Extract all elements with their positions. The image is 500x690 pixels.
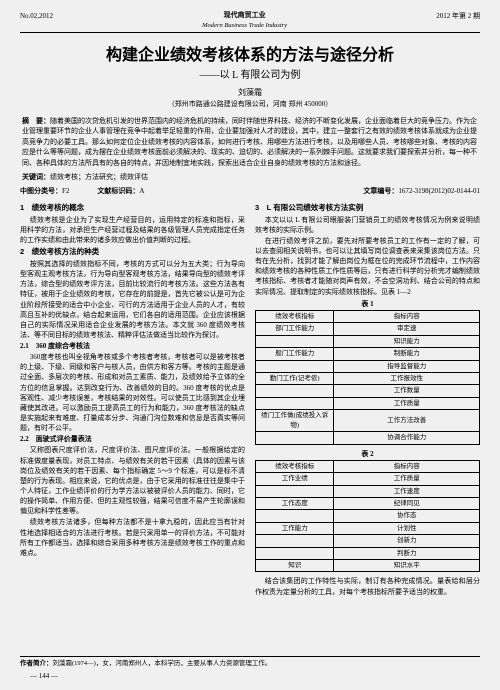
section-2-1-text: 360度考核也叫全视角考核或多个考核者考核，考核者可以是被考核者的上级、下级、同… [20, 352, 245, 433]
article-title: 构建企业绩效考核体系的方法与途径分析 [20, 45, 480, 67]
table-cell [256, 432, 334, 444]
section-2-2-text-2: 绩效考核方法诸多，但每种方法都不是十拿九稳的，因此应当有针对性地选择相适合的方法… [20, 517, 245, 558]
table-2-caption: 表 2 [255, 449, 480, 459]
table-cell: 工作业绩 [256, 473, 334, 485]
section-3-heading: 3 L 有限公司绩效考核方法实例 [255, 203, 480, 214]
section-2-heading: 2 绩效考核方法的种类 [20, 247, 245, 258]
abstract-label: 摘 要： [22, 117, 50, 125]
table-cell: 工作数量 [334, 385, 480, 397]
table-cell: 知识 [256, 560, 334, 572]
author-bio: 作者简介：刘藻霜(1974—)，女，河南郑州人，本科学历，主要从事人力资源管理工… [20, 656, 480, 668]
section-2-text: 按照其选择的绩效指标不同，考核的方式可以分为五大类；行为导向型客观主观考核方法，… [20, 259, 245, 340]
table-cell: 绩效考核指标 [256, 460, 334, 472]
table-cell: 勤门工作(记考侬) [256, 373, 334, 385]
table-cell: 计划性 [334, 522, 480, 534]
table-cell: 部门工作能力 [256, 323, 334, 335]
table-cell [256, 510, 334, 522]
table-cell: 工作态度 [256, 497, 334, 509]
table-cell: 审定速 [334, 323, 480, 335]
table-cell: 指标内容 [334, 310, 480, 322]
section-1-text: 绩效考核是企业为了实现生产经营目的，运用特定的标准和指标，采用科学的方法，对承担… [20, 215, 245, 245]
table-1: 表 1 绩效考核指标指标内容部门工作能力审定速 知识能力般门工作能力制断能力 指… [255, 299, 480, 445]
table-cell [256, 385, 334, 397]
keywords-label: 关键词： [22, 173, 50, 181]
abstract-text: 随着美国的次贷危机引发的世界范围内的经济危机的持续，同时伴随世界科技、经济的不断… [22, 117, 477, 167]
table-2: 表 2 绩效考核指标指标内容工作业绩工作质量 工作速度工作态度纪律同见 协作态工… [255, 449, 480, 573]
table-cell: 绩门工作做(成绩投入诉物) [256, 410, 334, 432]
right-column: 3 L 有限公司绩效考核方法实例 本文以以 L 有限公司眼服装门营销员工的绩效考… [255, 201, 480, 598]
table-cell [256, 335, 334, 347]
table-cell: 工作质量 [334, 397, 480, 409]
meta-row-1: 中图分类号：F2 文献标识码：A 文章编号：1672-3198(2012)02-… [20, 187, 480, 197]
table-cell: 工作速度 [334, 485, 480, 497]
issue-left: No.02,2012 [20, 12, 53, 31]
table-cell: 创新力 [334, 535, 480, 547]
section-2-2-heading: 2.2 面驶式评价量表法 [20, 434, 245, 444]
table-cell [256, 397, 334, 409]
section-3-text-3: 结合该集团的工作特性与实际，制订有各种完成情况。量表给和层分作权责为定量分析的工… [255, 576, 480, 596]
table-cell: 指导监督能力 [334, 360, 480, 372]
article-affiliation: （郑州市路通公路建设有限公司，河南 郑州 450000） [20, 100, 480, 110]
issue-right: 2012 年第 2 期 [436, 12, 480, 31]
body-columns: 1 绩效考核的概念 绩效考核是企业为了实现生产经营目的，运用特定的标准和指标，采… [20, 201, 480, 598]
table-1-caption: 表 1 [255, 299, 480, 309]
table-cell: 纪律同见 [334, 497, 480, 509]
table-cell: 判断力 [334, 547, 480, 559]
table-cell: 指标内容 [334, 460, 480, 472]
table-cell: 工作能力 [256, 522, 334, 534]
table-cell: 工作质量 [334, 473, 480, 485]
section-2-1-heading: 2.1 360 度综合考核法 [20, 341, 245, 351]
table-cell [256, 485, 334, 497]
article-subtitle: ——以 L 有限公司为例 [20, 69, 480, 83]
journal-name: 现代商贸工业 Modern Business Trade Industry [202, 11, 287, 31]
table-cell: 知识能力 [334, 335, 480, 347]
keywords: 关键词：绩效考核；方法研究；绩效评估 [20, 172, 480, 183]
section-3-text-2: 在进行绩效考评之前，要先对所要考核员工的工作有一定的了解，可以去查阅相关说明书，… [255, 236, 480, 297]
table-cell: 般门工作能力 [256, 348, 334, 360]
table-cell: 知识水平 [334, 560, 480, 572]
page-number: — 144 — [30, 672, 58, 682]
article-author: 刘藻霜 [20, 87, 480, 98]
table-cell: 工作方法改善 [334, 410, 480, 432]
table-cell [256, 535, 334, 547]
table-cell: 制断能力 [334, 348, 480, 360]
abstract: 摘 要：随着美国的次贷危机引发的世界范围内的经济危机的持续，同时伴随世界科技、经… [20, 116, 480, 169]
table-cell [256, 360, 334, 372]
table-cell: 协作态 [334, 510, 480, 522]
table-cell [256, 547, 334, 559]
table-cell: 协调合作能力 [334, 432, 480, 444]
left-column: 1 绩效考核的概念 绩效考核是企业为了实现生产经营目的，运用特定的标准和指标，采… [20, 201, 245, 598]
keywords-text: 绩效考核；方法研究；绩效评估 [50, 173, 148, 181]
page-header: No.02,2012 现代商贸工业 Modern Business Trade … [20, 12, 480, 33]
section-1-heading: 1 绩效考核的概念 [20, 203, 245, 214]
section-3-text-1: 本文以以 L 有限公司眼服装门营销员工的绩效考核情况为例来说明绩效考核的实际示例… [255, 215, 480, 235]
section-2-2-text-1: 又称图表尺度评价法，尺度评价法、图尺度评价法。一般根据给定的标准做度量表现，对员… [20, 445, 245, 516]
table-cell: 工作报效性 [334, 373, 480, 385]
table-cell: 绩效考核指标 [256, 310, 334, 322]
